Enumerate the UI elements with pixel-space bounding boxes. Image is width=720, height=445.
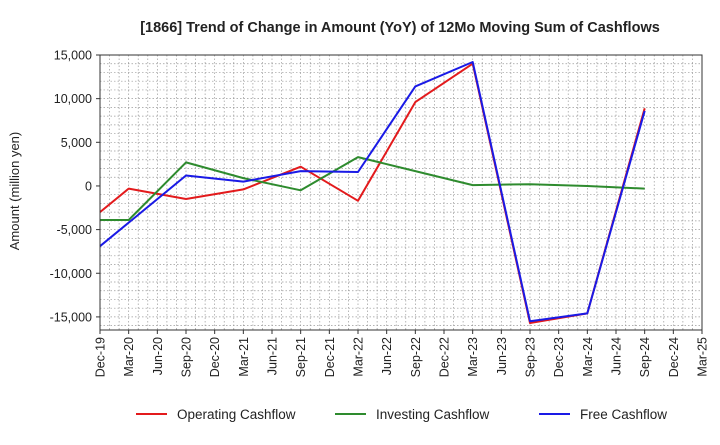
x-tick-label: Mar-22 <box>352 337 366 377</box>
legend-label: Free Cashflow <box>580 407 667 422</box>
x-tick-label: Mar-24 <box>581 337 595 377</box>
series-layer <box>99 61 646 324</box>
legend: Operating Cashflow Investing Cashflow Free… <box>136 407 667 422</box>
y-tick-label: 5,000 <box>61 136 92 150</box>
series-line-investing-cashflow <box>100 156 645 221</box>
x-tick-label: Mar-20 <box>122 337 136 377</box>
x-tick-label: Sep-22 <box>409 337 423 377</box>
x-tick-label: Dec-23 <box>552 337 566 377</box>
plot-area-frame <box>99 54 703 331</box>
x-tick-label: Mar-21 <box>237 337 251 377</box>
x-tick-label: Jun-24 <box>610 337 624 375</box>
x-tick-label: Dec-19 <box>94 337 108 377</box>
x-tick-label: Jun-20 <box>151 337 165 375</box>
y-tick-label: -10,000 <box>50 267 92 281</box>
x-tick-label: Sep-20 <box>180 337 194 377</box>
x-tick-label: Dec-20 <box>208 337 222 377</box>
y-tick-label: 15,000 <box>54 49 92 63</box>
grid-layer <box>100 55 702 330</box>
legend-label: Operating Cashflow <box>177 407 296 422</box>
y-tick-label: -5,000 <box>57 223 92 237</box>
x-tick-label: Sep-24 <box>638 337 652 377</box>
chart-title: [1866] Trend of Change in Amount (YoY) o… <box>140 20 660 36</box>
y-tick-label: 0 <box>85 179 92 193</box>
x-tick-label: Sep-23 <box>524 337 538 377</box>
series-line-free-cashflow <box>99 61 646 323</box>
y-tick-label: -15,000 <box>50 310 92 324</box>
x-tick-label: Jun-21 <box>266 337 280 375</box>
x-tick-label: Dec-21 <box>323 337 337 377</box>
y-axis-label: Amount (million yen) <box>7 132 22 251</box>
x-tick-label: Jun-23 <box>495 337 509 375</box>
x-tick-label: Sep-21 <box>294 337 308 377</box>
x-tick-label: Mar-23 <box>466 337 480 377</box>
tick-labels: 15,00010,0005,0000-5,000-10,000-15,000De… <box>50 49 710 378</box>
x-tick-label: Mar-25 <box>696 337 710 377</box>
x-tick-label: Dec-24 <box>667 337 681 377</box>
x-tick-label: Jun-22 <box>380 337 394 375</box>
y-tick-label: 10,000 <box>54 92 92 106</box>
x-tick-label: Dec-22 <box>438 337 452 377</box>
series-line-operating-cashflow <box>99 62 646 324</box>
legend-label: Investing Cashflow <box>376 407 490 422</box>
